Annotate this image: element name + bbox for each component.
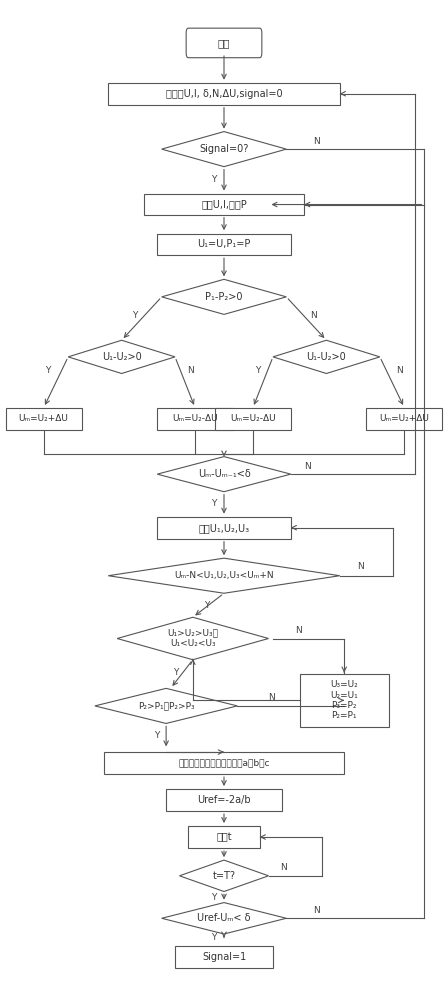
Text: N: N [304, 462, 311, 471]
Text: Y: Y [154, 731, 159, 740]
Text: 计时t: 计时t [216, 832, 232, 842]
FancyBboxPatch shape [188, 826, 260, 848]
Polygon shape [95, 688, 237, 723]
Text: Y: Y [211, 933, 216, 942]
Text: Signal=0?: Signal=0? [199, 144, 249, 154]
Text: Y: Y [255, 366, 260, 375]
Text: U₁>U₂>U₃或
U₁<U₂<U₃: U₁>U₂>U₃或 U₁<U₂<U₃ [168, 629, 218, 648]
FancyBboxPatch shape [300, 674, 389, 727]
Text: Signal=1: Signal=1 [202, 952, 246, 962]
Text: U₁-U₂>0: U₁-U₂>0 [306, 352, 346, 362]
Text: Uₘ=U₂+ΔU: Uₘ=U₂+ΔU [19, 414, 69, 423]
Text: Y: Y [211, 499, 216, 508]
Text: Uₘ=U₂-ΔU: Uₘ=U₂-ΔU [172, 414, 218, 423]
Text: N: N [280, 863, 286, 872]
FancyBboxPatch shape [108, 83, 340, 105]
Text: 选取U₁,U₂,U₃: 选取U₁,U₂,U₃ [198, 523, 250, 533]
Text: Uₘ=U₂+ΔU: Uₘ=U₂+ΔU [379, 414, 429, 423]
Text: Y: Y [211, 893, 216, 902]
FancyBboxPatch shape [157, 517, 291, 539]
Text: Uₘ=U₂-ΔU: Uₘ=U₂-ΔU [230, 414, 276, 423]
Text: U₃=U₂
U₂=U₁
P₃=P₂
P₂=P₁: U₃=U₂ U₂=U₁ P₃=P₂ P₂=P₁ [330, 680, 358, 720]
FancyBboxPatch shape [157, 234, 291, 255]
Text: P₂>P₁或P₂>P₃: P₂>P₁或P₂>P₃ [138, 701, 194, 710]
Text: 初始化U,I, δ,N,ΔU,signal=0: 初始化U,I, δ,N,ΔU,signal=0 [166, 89, 282, 99]
Polygon shape [162, 903, 286, 934]
Text: 测量U,I,计算P: 测量U,I,计算P [201, 200, 247, 210]
Text: N: N [396, 366, 403, 375]
Text: N: N [295, 626, 302, 635]
Polygon shape [162, 132, 286, 167]
Text: P₁-P₂>0: P₁-P₂>0 [205, 292, 243, 302]
Text: N: N [313, 137, 320, 146]
Text: N: N [313, 906, 320, 915]
Text: t=T?: t=T? [212, 871, 236, 881]
Polygon shape [108, 558, 340, 593]
Polygon shape [162, 279, 286, 314]
FancyBboxPatch shape [104, 752, 344, 774]
FancyBboxPatch shape [166, 789, 282, 811]
Text: 开始: 开始 [218, 38, 230, 48]
Text: U₁-U₂>0: U₁-U₂>0 [102, 352, 142, 362]
FancyBboxPatch shape [6, 408, 82, 430]
Text: N: N [310, 311, 316, 320]
Text: Y: Y [211, 175, 216, 184]
FancyBboxPatch shape [366, 408, 442, 430]
Text: Y: Y [45, 366, 51, 375]
FancyBboxPatch shape [144, 194, 304, 215]
Text: Uₘ-N<U₁,U₂,U₃<Uₘ+N: Uₘ-N<U₁,U₂,U₃<Uₘ+N [174, 571, 274, 580]
Text: N: N [187, 366, 194, 375]
Text: Y: Y [204, 601, 210, 610]
Text: 求出二次插值法图像的系数a，b，c: 求出二次插值法图像的系数a，b，c [178, 759, 270, 768]
Text: Uₘ-Uₘ₋₁<δ: Uₘ-Uₘ₋₁<δ [198, 469, 250, 479]
Text: Y: Y [173, 668, 179, 677]
Text: Y: Y [132, 311, 138, 320]
FancyBboxPatch shape [215, 408, 291, 430]
Text: U₁=U,P₁=P: U₁=U,P₁=P [197, 239, 251, 249]
Polygon shape [157, 457, 291, 492]
Text: Uref=-2a/b: Uref=-2a/b [197, 795, 251, 805]
Text: Uref-Uₘ< δ: Uref-Uₘ< δ [197, 913, 251, 923]
Polygon shape [180, 860, 268, 892]
FancyBboxPatch shape [157, 408, 233, 430]
Polygon shape [273, 340, 380, 374]
Text: N: N [358, 562, 364, 571]
Polygon shape [117, 617, 268, 660]
Text: N: N [268, 693, 275, 702]
FancyBboxPatch shape [186, 28, 262, 58]
Polygon shape [68, 340, 175, 374]
FancyBboxPatch shape [175, 946, 273, 968]
